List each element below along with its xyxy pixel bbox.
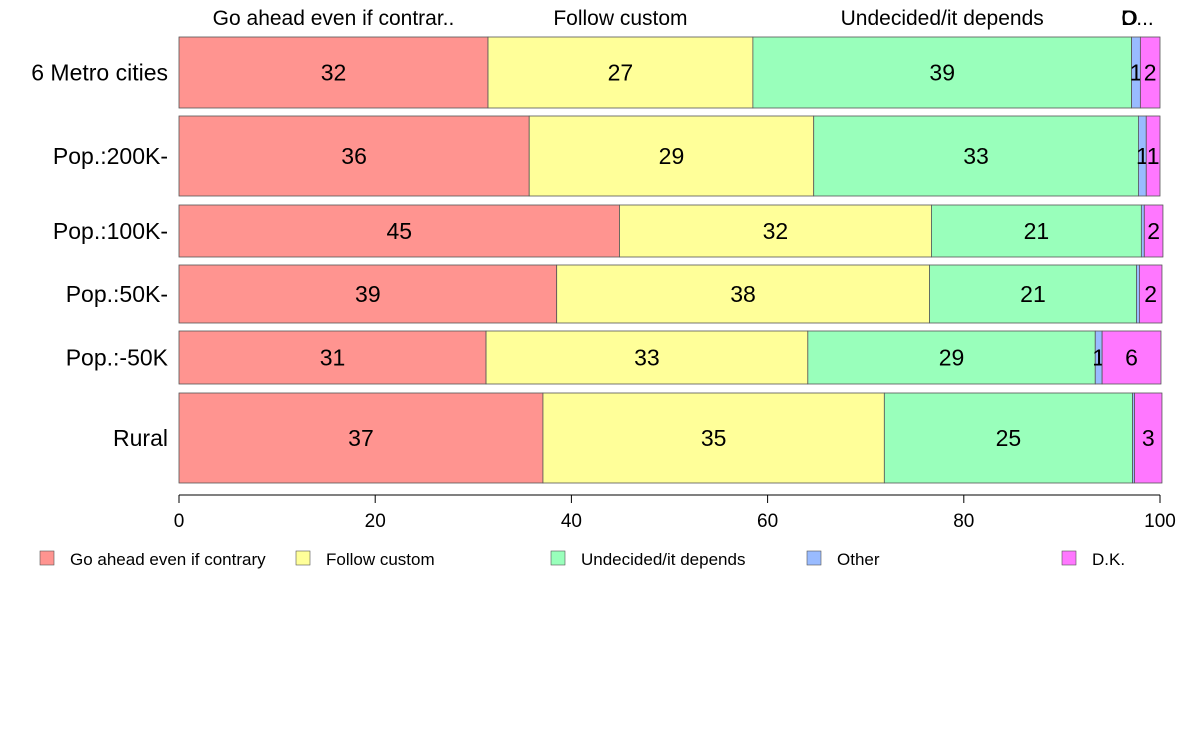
bar-segment	[1139, 36, 1161, 109]
bar-segment	[1101, 330, 1162, 385]
category-label: 6 Metro cities	[31, 60, 168, 86]
bar-segment	[1145, 115, 1161, 197]
data-label: 1	[1130, 60, 1143, 86]
data-label: 1	[1136, 143, 1149, 169]
bar-segment	[929, 264, 1137, 324]
bar-segment	[1138, 264, 1163, 324]
bar-segment	[807, 330, 1096, 385]
category-label: Pop.:100K-	[53, 218, 168, 244]
data-label: 35	[701, 425, 727, 451]
category-label: Pop.:-50K	[66, 345, 169, 371]
bar-segment	[883, 392, 1133, 484]
legend-swatch	[39, 550, 55, 566]
bar-segment	[1143, 204, 1164, 258]
bar-segment	[931, 204, 1142, 258]
legend-swatch	[295, 550, 311, 566]
legend: Go ahead even if contrary Follow custom Un…	[39, 550, 1125, 569]
bar-segment	[556, 264, 930, 324]
data-label: 45	[386, 218, 412, 244]
legend-label: Follow custom	[326, 550, 435, 569]
top-label: Undecided/it depends	[841, 7, 1044, 30]
data-label: 29	[939, 345, 965, 371]
bar-segment	[619, 204, 932, 258]
legend-label: Go ahead even if contrary	[70, 550, 266, 569]
x-tick-label: 100	[1144, 511, 1176, 532]
category-label: Pop.:200K-	[53, 143, 168, 169]
top-label: D...	[1121, 7, 1154, 30]
bar-segment	[1140, 204, 1145, 258]
data-label: 31	[320, 345, 346, 371]
bar-segment	[178, 330, 487, 385]
data-label: 21	[1020, 281, 1046, 307]
category-label: Pop.:50K-	[66, 281, 168, 307]
y-axis-labels: 6 Metro cities Pop.:200K- Pop.:100K- Pop.:5…	[31, 60, 168, 452]
top-label: Go ahead even if contrar..	[213, 7, 455, 30]
top-label: Follow custom	[553, 7, 687, 30]
data-label: 2	[1147, 218, 1160, 244]
data-label: 25	[996, 425, 1022, 451]
bar-segment	[178, 204, 620, 258]
data-label: 36	[341, 143, 367, 169]
data-label: 3	[1142, 425, 1155, 451]
data-label: 6	[1125, 345, 1138, 371]
bar-segment	[178, 264, 558, 324]
legend-label: Other	[837, 550, 880, 569]
data-label: 32	[763, 218, 789, 244]
data-label: 21	[1024, 218, 1050, 244]
data-label: 37	[348, 425, 374, 451]
bar-segment	[542, 392, 885, 484]
data-label: 1	[1147, 143, 1160, 169]
top-labels: Go ahead even if contrar.. Follow custom U…	[213, 7, 1154, 30]
bar-segment	[487, 36, 754, 109]
bar-segment	[485, 330, 809, 385]
data-label: 33	[963, 143, 989, 169]
legend-swatch	[550, 550, 566, 566]
x-tick-label: 0	[174, 511, 185, 532]
legend-swatch	[1061, 550, 1077, 566]
legend-swatch	[806, 550, 822, 566]
data-label: 39	[355, 281, 381, 307]
legend-label: Undecided/it depends	[581, 550, 745, 569]
data-label: 2	[1144, 60, 1157, 86]
x-tick-label: 20	[365, 511, 386, 532]
data-label: 27	[608, 60, 634, 86]
data-label: 32	[321, 60, 347, 86]
bar-segment	[178, 392, 544, 484]
bar-segment	[813, 115, 1139, 197]
x-tick-label: 60	[757, 511, 778, 532]
data-label: 2	[1144, 281, 1157, 307]
x-tick-label: 40	[561, 511, 582, 532]
x-axis: 0 20 40 60 80 100	[174, 494, 1176, 532]
data-label: 38	[730, 281, 756, 307]
top-label: O	[1121, 7, 1137, 30]
x-tick-label: 80	[953, 511, 974, 532]
bar-segment	[1136, 264, 1140, 324]
data-label: 29	[659, 143, 685, 169]
legend-label: D.K.	[1092, 550, 1125, 569]
bar-segment	[1134, 392, 1163, 484]
data-label: 33	[634, 345, 660, 371]
category-label: Rural	[113, 425, 168, 451]
data-label: 39	[929, 60, 955, 86]
